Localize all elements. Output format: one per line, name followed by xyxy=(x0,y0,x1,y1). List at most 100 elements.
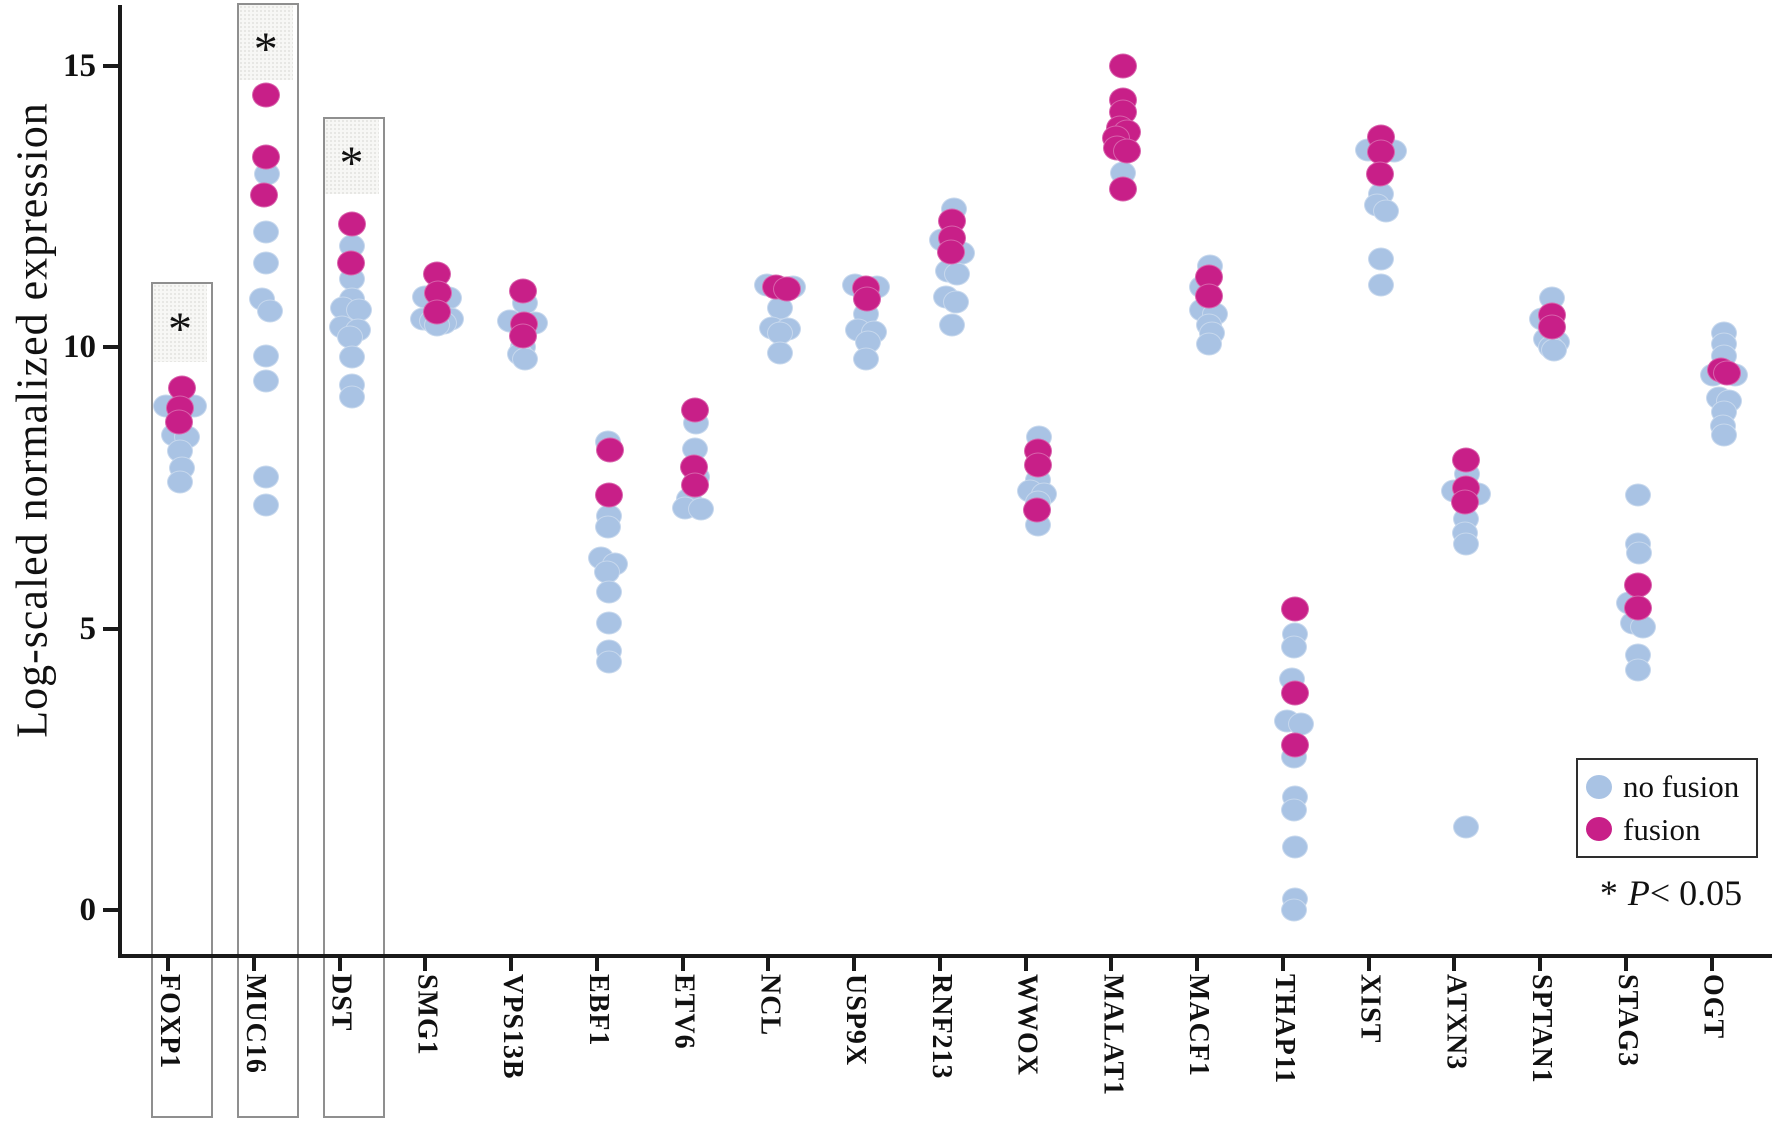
x-tick-WWOX xyxy=(1023,958,1028,971)
x-axis-line xyxy=(118,954,1772,958)
fusion-swatch-icon xyxy=(1586,817,1612,842)
data-point-NCL-fusion-1 xyxy=(773,276,802,302)
data-point-NCL-nofusion-6 xyxy=(767,341,794,365)
data-point-WWOX-fusion-1 xyxy=(1023,452,1052,478)
x-tick-SMG1 xyxy=(423,958,428,971)
significance-asterisk-FOXP1: * xyxy=(168,303,192,356)
data-point-STAG3-nofusion-2 xyxy=(1625,541,1652,565)
legend-row-no-fusion: no fusion xyxy=(1586,771,1756,802)
data-point-EBF1-nofusion-2 xyxy=(594,515,621,539)
y-tick-0 xyxy=(103,908,118,912)
significance-box-MUC16 xyxy=(236,3,299,1118)
x-tick-SPTAN1 xyxy=(1538,958,1542,971)
data-point-ETV6-nofusion-5 xyxy=(687,497,714,521)
x-tick-STAG3 xyxy=(1623,958,1628,971)
data-point-THAP11-fusion-2 xyxy=(1280,732,1309,758)
no-fusion-label: no fusion xyxy=(1623,769,1740,805)
data-point-THAP11-fusion-0 xyxy=(1280,596,1309,622)
fusion-label: fusion xyxy=(1623,811,1701,847)
x-tick-MUC16 xyxy=(251,958,256,971)
x-tick-OGT xyxy=(1709,958,1714,971)
data-point-SPTAN1-fusion-1 xyxy=(1538,314,1566,340)
x-axis-label-SMG1: SMG1 xyxy=(411,974,443,1056)
x-tick-ETV6 xyxy=(680,958,685,971)
data-point-MUC16-nofusion-8 xyxy=(252,493,279,517)
x-tick-USP9X xyxy=(852,958,856,971)
data-point-MUC16-fusion-1 xyxy=(251,144,280,170)
data-point-ETV6-fusion-2 xyxy=(680,472,709,498)
data-point-XIST-nofusion-4 xyxy=(1372,199,1399,223)
significance-shade-DST: * xyxy=(324,119,379,194)
data-point-MUC16-nofusion-2 xyxy=(252,251,279,275)
x-axis-label-VPS13B: VPS13B xyxy=(497,974,528,1080)
x-axis-label-ETV6: ETV6 xyxy=(668,974,700,1050)
x-axis-label-MUC16: MUC16 xyxy=(239,974,271,1074)
data-point-STAG3-fusion-0 xyxy=(1623,572,1652,598)
data-point-MALAT1-fusion-0 xyxy=(1109,53,1138,79)
y-tick-10 xyxy=(103,345,118,350)
data-point-THAP11-fusion-1 xyxy=(1280,680,1309,706)
data-point-VPS13B-nofusion-5 xyxy=(512,347,538,371)
data-point-THAP11-nofusion-10 xyxy=(1280,898,1307,922)
data-point-ATXN3-fusion-2 xyxy=(1451,489,1480,515)
y-tick-label-0: 0 xyxy=(79,892,97,928)
x-tick-MALAT1 xyxy=(1109,958,1114,971)
x-tick-VPS13B xyxy=(509,958,513,971)
x-tick-DST xyxy=(337,958,342,971)
data-point-OGT-fusion-1 xyxy=(1712,360,1741,386)
x-axis-label-THAP11: THAP11 xyxy=(1268,974,1300,1085)
data-point-MUC16-fusion-2 xyxy=(249,182,278,208)
x-axis-label-MALAT1: MALAT1 xyxy=(1097,974,1129,1097)
x-tick-RNF213 xyxy=(937,958,942,971)
pvalue-p: P xyxy=(1627,873,1650,913)
data-point-OGT-nofusion-9 xyxy=(1710,423,1737,447)
x-tick-MACF1 xyxy=(1195,958,1199,971)
data-point-ATXN3-nofusion-6 xyxy=(1453,815,1480,839)
data-point-STAG3-fusion-1 xyxy=(1623,595,1652,621)
data-point-MACF1-nofusion-6 xyxy=(1196,332,1222,356)
x-axis-label-XIST: XIST xyxy=(1354,974,1386,1044)
significance-box-FOXP1 xyxy=(151,282,213,1118)
x-axis-label-OGT: OGT xyxy=(1697,974,1729,1040)
data-point-ATXN3-nofusion-5 xyxy=(1453,532,1480,556)
data-point-DST-fusion-1 xyxy=(336,250,365,276)
x-tick-THAP11 xyxy=(1280,958,1285,971)
data-point-VPS13B-fusion-0 xyxy=(509,278,537,304)
data-point-DST-fusion-0 xyxy=(337,211,366,236)
data-point-EBF1-nofusion-6 xyxy=(595,580,622,604)
significance-asterisk-DST: * xyxy=(339,136,364,190)
data-point-MUC16-nofusion-7 xyxy=(252,465,279,489)
significance-shade-MUC16: * xyxy=(238,5,293,80)
data-point-MACF1-fusion-1 xyxy=(1195,283,1223,309)
significance-box-DST xyxy=(322,117,385,1118)
x-axis-label-EBF1: EBF1 xyxy=(582,974,614,1047)
significance-asterisk-MUC16: * xyxy=(253,22,278,76)
data-point-ETV6-fusion-0 xyxy=(680,397,709,423)
x-axis-label-ATXN3: ATXN3 xyxy=(1440,974,1472,1071)
data-point-SPTAN1-nofusion-5 xyxy=(1541,338,1567,362)
data-point-THAP11-nofusion-8 xyxy=(1281,835,1308,859)
data-point-XIST-nofusion-5 xyxy=(1367,247,1394,271)
data-point-DST-nofusion-10 xyxy=(338,385,365,409)
data-point-WWOX-fusion-2 xyxy=(1022,497,1051,523)
data-point-STAG3-nofusion-7 xyxy=(1624,658,1651,682)
data-point-THAP11-nofusion-7 xyxy=(1280,798,1307,822)
data-point-MUC16-nofusion-4 xyxy=(256,299,283,323)
significance-shade-FOXP1: * xyxy=(153,284,207,362)
x-tick-ATXN3 xyxy=(1452,958,1457,971)
data-point-MUC16-nofusion-1 xyxy=(252,220,279,244)
data-point-RNF213-fusion-2 xyxy=(936,239,965,265)
y-tick-label-15: 15 xyxy=(63,47,96,84)
x-tick-FOXP1 xyxy=(166,958,170,971)
data-point-FOXP1-fusion-2 xyxy=(165,409,193,435)
data-point-STAG3-nofusion-0 xyxy=(1624,483,1651,507)
pvalue-threshold: < 0.05 xyxy=(1649,873,1743,913)
data-point-MALAT1-fusion-7 xyxy=(1113,138,1142,164)
x-axis-label-DST: DST xyxy=(325,974,357,1032)
x-axis-label-STAG3: STAG3 xyxy=(1611,974,1643,1068)
data-point-XIST-fusion-2 xyxy=(1365,161,1394,187)
data-point-FOXP1-nofusion-6 xyxy=(167,470,193,494)
data-point-MALAT1-fusion-8 xyxy=(1109,176,1138,202)
x-axis-label-USP9X: USP9X xyxy=(840,974,871,1067)
data-point-MUC16-fusion-0 xyxy=(251,82,280,108)
